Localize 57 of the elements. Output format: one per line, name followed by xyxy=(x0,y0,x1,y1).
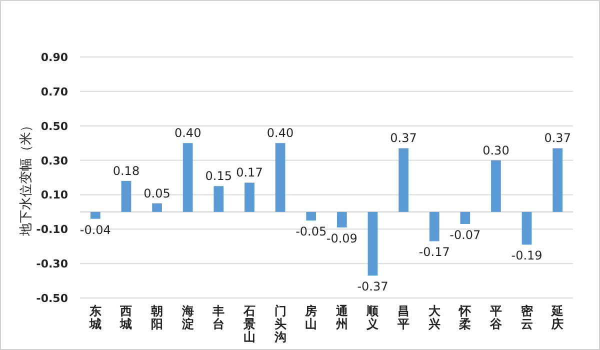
y-tick-label: 0.90 xyxy=(40,51,68,64)
bar xyxy=(336,212,347,228)
x-tick-label: 昌平 xyxy=(396,304,410,331)
bar xyxy=(552,148,563,212)
data-label: -0.04 xyxy=(80,222,111,237)
x-tick-label: 延庆 xyxy=(550,304,564,331)
x-tick-label: 门头沟 xyxy=(273,304,286,344)
data-label: 0.17 xyxy=(236,166,263,180)
y-tick-label: 0.50 xyxy=(40,120,68,133)
data-label: -0.05 xyxy=(296,224,327,239)
data-label: 0.40 xyxy=(266,126,294,140)
bar xyxy=(306,212,316,221)
x-tick-label: 怀柔 xyxy=(458,304,472,331)
y-tick-label: -0.10 xyxy=(36,223,68,236)
bar xyxy=(522,212,532,245)
bar xyxy=(152,203,162,212)
x-tick-label: 平谷 xyxy=(488,304,503,331)
x-tick-label: 大兴 xyxy=(427,304,442,331)
bar xyxy=(244,182,254,212)
x-tick-label: 朝阳 xyxy=(150,304,164,331)
data-label: -0.09 xyxy=(326,231,358,246)
bar xyxy=(491,160,501,212)
data-label: -0.17 xyxy=(418,245,450,260)
data-label: -0.37 xyxy=(357,280,388,294)
data-label: -0.07 xyxy=(450,228,481,242)
x-tick-label: 西城 xyxy=(119,304,132,331)
y-tick-label: 0.30 xyxy=(40,154,68,168)
x-tick-label: 密云 xyxy=(520,304,534,331)
bar xyxy=(121,180,132,212)
x-tick-label: 东城 xyxy=(88,304,102,331)
data-label: 0.37 xyxy=(390,131,417,146)
data-label: -0.19 xyxy=(511,248,542,263)
data-label: 0.30 xyxy=(482,143,510,158)
bar xyxy=(429,212,440,242)
bar xyxy=(398,148,408,212)
data-label: 0.40 xyxy=(174,126,202,140)
data-label: 0.15 xyxy=(205,169,232,184)
y-tick-label: 0.10 xyxy=(40,188,68,202)
x-tick-label: 海淀 xyxy=(180,304,194,331)
y-axis-title: 地下水位变幅（米） xyxy=(19,119,34,237)
data-label: 0.18 xyxy=(112,164,140,178)
y-tick-label: -0.50 xyxy=(36,292,68,305)
y-tick-label: 0.70 xyxy=(40,85,68,98)
bar xyxy=(275,143,286,212)
y-tick-label: -0.30 xyxy=(36,258,68,271)
bar xyxy=(460,212,470,224)
x-tick-label: 石景山 xyxy=(242,304,256,344)
data-label: 0.05 xyxy=(144,186,170,200)
x-tick-label: 顺义 xyxy=(366,304,380,331)
bar xyxy=(90,212,100,219)
bar xyxy=(368,212,378,276)
x-tick-label: 房山 xyxy=(304,304,318,331)
bar xyxy=(182,143,193,212)
bar xyxy=(214,186,224,212)
data-label: 0.37 xyxy=(544,131,571,146)
x-tick-label: 通州 xyxy=(334,304,349,331)
x-tick-label: 丰台 xyxy=(212,304,225,331)
